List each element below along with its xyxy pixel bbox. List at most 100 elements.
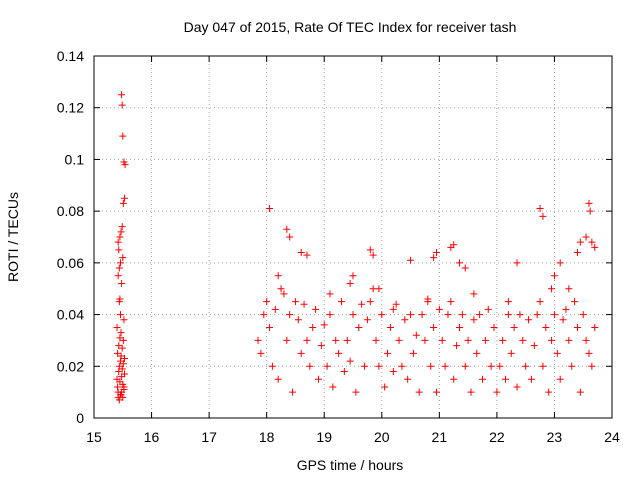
data-point xyxy=(409,349,417,357)
data-point xyxy=(499,336,507,344)
data-point xyxy=(539,212,547,220)
data-point xyxy=(119,393,127,401)
data-point xyxy=(114,272,122,280)
plot-frame xyxy=(93,55,613,419)
data-point xyxy=(389,305,397,313)
data-point xyxy=(548,336,556,344)
data-point xyxy=(361,362,369,370)
data-point xyxy=(369,251,377,259)
data-point xyxy=(530,342,538,350)
x-axis-label: GPS time / hours xyxy=(297,457,404,473)
x-tick-label: 15 xyxy=(86,429,102,445)
data-point xyxy=(545,388,553,396)
data-point xyxy=(513,383,521,391)
data-point xyxy=(395,336,403,344)
data-point xyxy=(455,259,463,267)
data-point xyxy=(479,375,486,383)
data-point xyxy=(120,383,128,391)
y-tick-label: 0 xyxy=(76,410,84,426)
data-point xyxy=(450,241,458,249)
data-point xyxy=(303,251,311,259)
data-point xyxy=(418,311,426,319)
data-point xyxy=(375,285,383,293)
data-point xyxy=(476,311,484,319)
data-point xyxy=(510,324,518,331)
data-point xyxy=(556,259,564,267)
data-point xyxy=(303,336,311,344)
data-point xyxy=(119,199,127,207)
data-point xyxy=(115,264,123,272)
data-point xyxy=(346,357,354,365)
data-point xyxy=(114,383,122,391)
data-point xyxy=(464,336,472,344)
data-point xyxy=(504,298,512,306)
x-tick-label: 22 xyxy=(489,429,505,445)
data-point xyxy=(490,324,498,331)
data-points xyxy=(113,91,599,404)
x-tick-labels: 15 16 17 18 19 20 21 22 23 24 xyxy=(86,429,620,445)
data-point xyxy=(366,298,374,306)
data-point xyxy=(326,311,334,319)
x-tick-label: 16 xyxy=(144,429,160,445)
data-point xyxy=(119,254,127,262)
data-point xyxy=(266,324,274,331)
data-point xyxy=(404,375,412,383)
chart-title: Day 047 of 2015, Rate Of TEC Index for r… xyxy=(184,19,517,35)
data-point xyxy=(461,264,469,272)
data-point xyxy=(114,238,122,246)
data-point xyxy=(548,285,556,293)
data-point xyxy=(536,205,544,213)
data-point xyxy=(119,360,127,368)
data-point xyxy=(427,362,435,370)
data-point xyxy=(115,246,123,254)
x-tick-label: 24 xyxy=(604,429,620,445)
data-point xyxy=(591,243,599,251)
data-point xyxy=(119,336,127,344)
data-point xyxy=(314,375,322,383)
data-point xyxy=(306,362,314,370)
x-tick-label: 21 xyxy=(432,429,448,445)
x-tick-label: 19 xyxy=(316,429,332,445)
data-point xyxy=(484,305,492,313)
data-point xyxy=(274,375,282,383)
data-point xyxy=(453,342,461,350)
data-point xyxy=(309,324,317,331)
data-point xyxy=(573,249,581,257)
data-point xyxy=(297,349,305,357)
data-point xyxy=(121,161,129,169)
data-point xyxy=(280,290,288,298)
data-point xyxy=(585,199,593,207)
data-point xyxy=(260,311,268,319)
data-point xyxy=(504,311,512,319)
data-point xyxy=(582,233,590,241)
data-point xyxy=(571,298,579,306)
data-point xyxy=(116,295,124,303)
data-point xyxy=(381,383,389,391)
data-point xyxy=(326,290,334,298)
data-point xyxy=(513,259,521,267)
data-point xyxy=(118,101,126,109)
data-point xyxy=(407,311,415,319)
data-point xyxy=(586,207,594,215)
data-point xyxy=(268,362,276,370)
data-point xyxy=(444,311,452,319)
data-point xyxy=(527,375,535,383)
data-point xyxy=(323,362,331,370)
data-point xyxy=(455,324,463,331)
data-point xyxy=(432,388,440,396)
data-point xyxy=(286,311,294,319)
data-point xyxy=(372,336,380,344)
data-point xyxy=(118,365,126,373)
data-point xyxy=(519,336,527,344)
data-point xyxy=(121,194,129,202)
data-point xyxy=(553,349,561,357)
data-point xyxy=(286,233,294,241)
data-point xyxy=(352,388,360,396)
data-point xyxy=(120,316,128,324)
data-point xyxy=(487,362,495,370)
data-point xyxy=(121,370,129,378)
data-point xyxy=(384,349,392,357)
x-tick-label: 17 xyxy=(201,429,217,445)
x-tick-label: 18 xyxy=(259,429,275,445)
data-point xyxy=(294,316,302,324)
